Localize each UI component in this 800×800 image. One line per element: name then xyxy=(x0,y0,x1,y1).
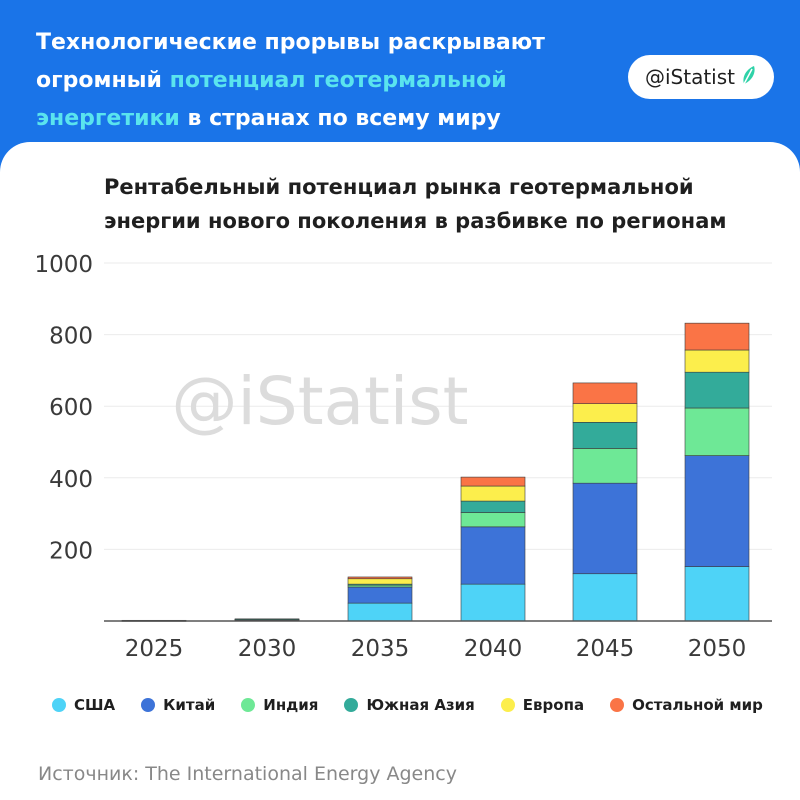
legend-label: Южная Азия xyxy=(366,696,475,714)
header-banner: Технологические прорывы раскрывают огром… xyxy=(0,0,800,150)
bar-segment xyxy=(460,583,526,622)
y-tick-label: 200 xyxy=(49,538,93,564)
legend-swatch xyxy=(52,698,66,712)
bar-segment xyxy=(347,586,413,604)
bar-segment xyxy=(684,455,750,567)
bar-segment xyxy=(460,512,526,528)
bar-segment xyxy=(347,602,413,622)
brand-badge[interactable]: @iStatist xyxy=(628,55,774,99)
bar-segment xyxy=(572,448,638,484)
watermark: @iStatist xyxy=(171,363,468,440)
bar-segment xyxy=(460,485,526,502)
chart-legend: США Китай Индия Южная Азия Европа Остальной м… xyxy=(52,696,789,714)
legend-swatch xyxy=(500,698,515,712)
x-tick-label: 2045 xyxy=(576,636,635,662)
y-tick-label: 400 xyxy=(49,467,93,493)
bar-segment xyxy=(460,526,526,585)
bar-segment xyxy=(684,322,750,351)
brand-label: @iStatist xyxy=(644,65,735,89)
x-tick-label: 2030 xyxy=(238,636,297,662)
content-card xyxy=(0,142,800,800)
legend-item: Остальной мир xyxy=(610,696,763,714)
legend-item: Индия xyxy=(241,696,318,714)
legend-label: Остальной мир xyxy=(632,696,763,714)
headline-text-2: в странах по всему миру xyxy=(179,106,501,131)
legend-item: Европа xyxy=(500,696,585,714)
bar-segment xyxy=(572,573,638,622)
legend-swatch xyxy=(141,698,156,712)
legend-label: Индия xyxy=(263,696,319,714)
headline-highlight: потенциал геотермальной энергетики xyxy=(36,68,507,131)
y-tick-label: 1000 xyxy=(34,252,93,278)
legend-item: США xyxy=(52,696,115,714)
stacked-bar-chart: @iStatist 200 400 600 800 1000 2025 2030 2035 20… xyxy=(34,252,772,662)
x-tick-label: 2035 xyxy=(351,636,410,662)
bar-segment xyxy=(572,403,638,423)
y-tick-label: 800 xyxy=(49,324,93,350)
legend-swatch xyxy=(610,698,625,712)
bar-segment xyxy=(684,349,750,373)
bar-segment xyxy=(684,566,750,622)
bar-segment xyxy=(684,407,750,456)
legend-swatch xyxy=(241,698,256,712)
legend-label: Европа xyxy=(522,696,585,714)
bar-segment xyxy=(460,500,526,513)
bar-segment xyxy=(460,476,526,487)
headline: Технологические прорывы раскрывают огром… xyxy=(36,24,596,138)
legend-label: США xyxy=(74,696,116,714)
legend-label: Китай xyxy=(163,696,216,714)
source-note: Источник: The International Energy Agenc… xyxy=(38,763,457,785)
bar-segment xyxy=(347,578,413,585)
bar-segment xyxy=(572,422,638,449)
chart-title: Рентабельный потенциал рынка геотермальн… xyxy=(104,175,727,233)
x-tick-label: 2040 xyxy=(464,636,523,662)
y-tick-label: 600 xyxy=(49,395,93,421)
legend-item: Китай xyxy=(141,696,215,714)
legend-swatch xyxy=(344,698,359,712)
x-tick-label: 2050 xyxy=(688,636,747,662)
leaf-logo-icon xyxy=(741,64,757,91)
headline-text-1: Технологические прорывы раскрывают огром… xyxy=(36,30,545,93)
bar-segment xyxy=(572,382,638,404)
x-tick-label: 2025 xyxy=(125,636,184,662)
bar-segment xyxy=(347,576,413,580)
bar-segment xyxy=(234,618,300,620)
bar-segment xyxy=(572,482,638,575)
legend-item: Южная Азия xyxy=(344,696,475,714)
bar-segment xyxy=(684,371,750,409)
